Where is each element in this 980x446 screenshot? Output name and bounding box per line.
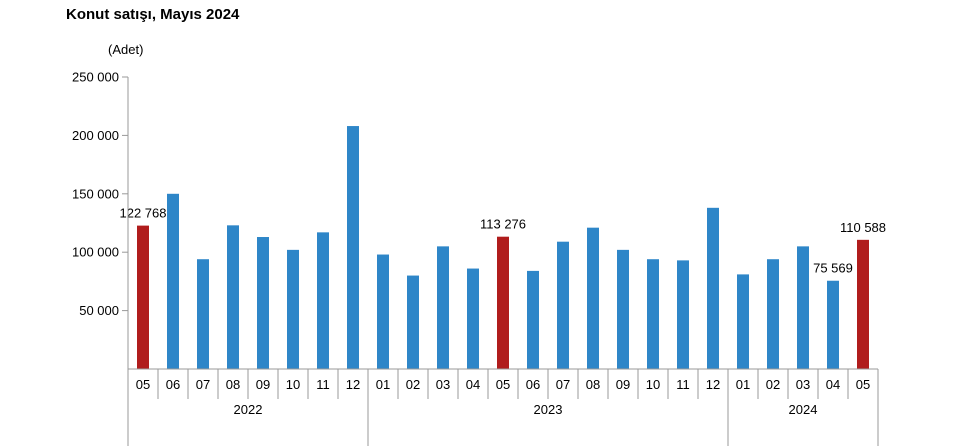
x-tick-label: 07 (196, 377, 210, 392)
bar-highlight (497, 236, 509, 369)
bar (557, 241, 569, 369)
year-label: 2022 (234, 402, 263, 417)
bar (197, 259, 209, 369)
y-axis-unit-label: (Adet) (108, 42, 143, 57)
bar (587, 227, 599, 369)
y-axis-ticks: 250 000 200 000 150 000 100 000 50 000 (72, 70, 128, 318)
x-tick-label: 10 (646, 377, 660, 392)
bar (677, 260, 689, 369)
x-tick-label: 12 (706, 377, 720, 392)
bar (737, 274, 749, 369)
year-label: 2023 (534, 402, 563, 417)
bar (797, 246, 809, 369)
bar (167, 193, 179, 369)
y-tick-label: 250 000 (72, 70, 119, 85)
x-tick-label: 01 (736, 377, 750, 392)
bar (317, 232, 329, 369)
x-tick-label: 03 (436, 377, 450, 392)
x-tick-label: 12 (346, 377, 360, 392)
data-label: 113 276 (480, 217, 526, 232)
x-tick-label: 02 (406, 377, 420, 392)
bar (707, 207, 719, 369)
x-tick-label: 09 (256, 377, 270, 392)
bar (767, 259, 779, 369)
x-tick-label: 09 (616, 377, 630, 392)
bar (437, 246, 449, 369)
data-label: 122 768 (120, 206, 167, 221)
x-tick-label: 08 (586, 377, 600, 392)
y-tick-label: 150 000 (72, 186, 119, 201)
bar-highlight (857, 239, 869, 369)
bar (227, 225, 239, 369)
bars (137, 126, 869, 369)
x-tick-label: 07 (556, 377, 570, 392)
y-tick-label: 100 000 (72, 245, 119, 260)
x-tick-label: 11 (676, 377, 690, 392)
x-tick-label: 06 (526, 377, 540, 392)
x-tick-label: 04 (826, 377, 840, 392)
x-tick-label: 05 (856, 377, 870, 392)
x-tick-label: 11 (316, 377, 330, 392)
bar (467, 268, 479, 369)
bar (257, 237, 269, 369)
year-label: 2024 (789, 402, 818, 417)
bar (617, 249, 629, 369)
data-label: 110 588 (840, 220, 886, 235)
bar (407, 275, 419, 369)
bar (287, 249, 299, 369)
bar-highlight (137, 225, 149, 369)
x-tick-label: 10 (286, 377, 300, 392)
x-tick-label: 04 (466, 377, 480, 392)
data-labels: 122 768 113 276 75 569 110 588 (120, 206, 887, 276)
bar (827, 280, 839, 369)
x-tick-label: 08 (226, 377, 240, 392)
x-tick-label: 06 (166, 377, 180, 392)
bar (527, 270, 539, 369)
bar (347, 126, 359, 369)
y-tick-label: 50 000 (79, 303, 119, 318)
data-label: 75 569 (813, 261, 853, 276)
chart-title: Konut satışı, Mayıs 2024 (66, 6, 240, 23)
y-tick-label: 200 000 (72, 128, 119, 143)
x-tick-label: 02 (766, 377, 780, 392)
bar (377, 254, 389, 369)
x-tick-label: 01 (376, 377, 390, 392)
axes: 05 06 07 08 09 10 11 12 01 02 03 04 05 06 07 08 09 10 11 12… (127, 77, 879, 446)
x-tick-label: 03 (796, 377, 810, 392)
bar (647, 259, 659, 369)
x-tick-label: 05 (496, 377, 510, 392)
x-tick-label: 05 (136, 377, 150, 392)
